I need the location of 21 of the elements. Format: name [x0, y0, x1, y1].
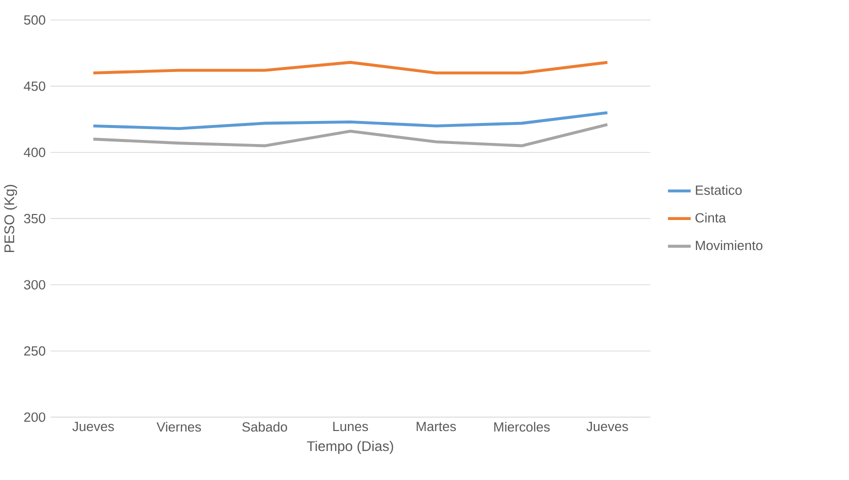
- legend-label: Cinta: [696, 212, 726, 223]
- y-tick-label: 500: [24, 15, 46, 25]
- legend-label: Estatico: [696, 185, 742, 195]
- x-axis-title: Tiempo (Dias): [306, 440, 394, 454]
- x-tick-label: Lunes: [333, 422, 368, 432]
- y-tick-label: 400: [24, 148, 46, 158]
- line-series: [92, 123, 609, 148]
- x-tick-label: Sabado: [242, 422, 288, 432]
- y-axis-title: PESO (Kg): [4, 184, 18, 252]
- line-series: [92, 111, 609, 130]
- x-tick-label: Miercoles: [494, 422, 550, 432]
- y-tick-label: 250: [24, 346, 46, 356]
- x-tick-label: Martes: [416, 422, 456, 432]
- y-tick-label: 350: [24, 214, 46, 224]
- y-tick-label: 300: [24, 280, 46, 290]
- y-tick-label: 200: [24, 412, 46, 422]
- y-tick-label: 450: [24, 82, 46, 91]
- x-tick-label: Jueves: [72, 422, 114, 432]
- legend-label: Movimiento: [696, 240, 762, 250]
- x-tick-label: Jueves: [586, 422, 628, 432]
- x-tick-label: Viernes: [156, 422, 201, 432]
